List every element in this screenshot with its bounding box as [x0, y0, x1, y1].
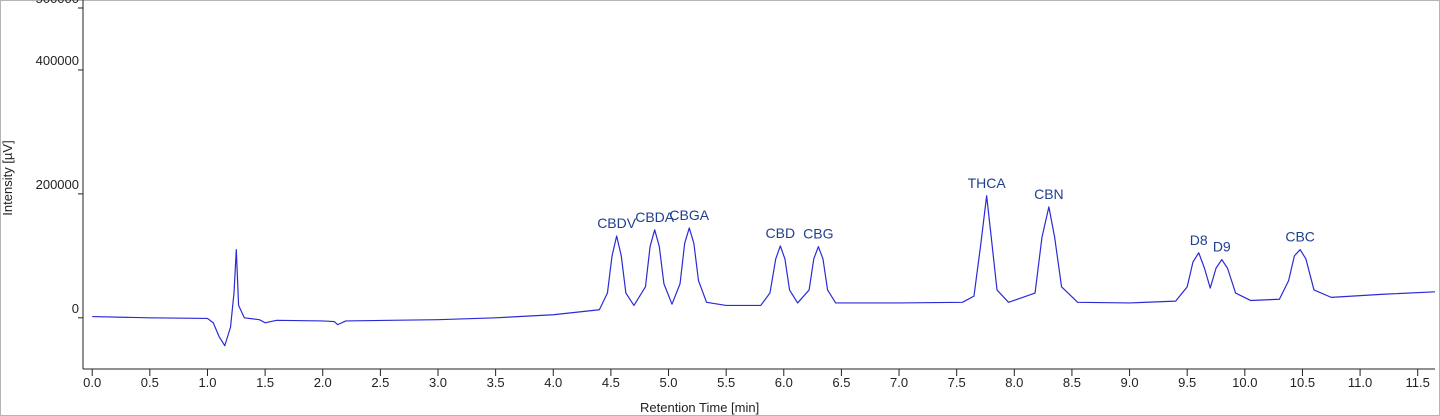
peak-label: CBG: [803, 226, 833, 242]
x-tick-label: 5.5: [717, 375, 735, 390]
x-tick-label: 11.0: [1348, 375, 1372, 390]
peak-label: D8: [1190, 232, 1208, 248]
x-tick-label: 9.5: [1178, 375, 1196, 390]
y-tick-label: 400000: [36, 53, 79, 68]
x-tick-label: 8.0: [1005, 375, 1023, 390]
y-tick-label: 200000: [36, 177, 79, 192]
x-tick-label: 0.5: [141, 375, 159, 390]
peak-label: CBDV: [597, 215, 637, 231]
x-tick-label: 0.0: [83, 375, 101, 390]
x-tick-label: 1.5: [256, 375, 274, 390]
peak-label: CBD: [766, 225, 796, 241]
x-tick-label: 8.5: [1063, 375, 1081, 390]
x-tick-label: 2.5: [371, 375, 389, 390]
x-tick-label: 9.0: [1121, 375, 1139, 390]
peak-label: CBN: [1034, 186, 1064, 202]
x-tick-label: 5.0: [659, 375, 677, 390]
trace: [92, 195, 1436, 347]
x-tick-label: 6.0: [775, 375, 793, 390]
x-tick-label: 6.5: [832, 375, 850, 390]
y-tick-label: 500000: [36, 0, 79, 6]
x-tick-label: 2.0: [314, 375, 332, 390]
x-tick-label: 10.5: [1290, 375, 1315, 390]
y-tick-label: 0: [72, 301, 79, 316]
x-axis-label: Retention Time [min]: [640, 400, 759, 415]
x-tick-label: 1.0: [198, 375, 216, 390]
x-tick-label: 11.5: [1406, 375, 1430, 390]
x-tick-label: 7.0: [890, 375, 908, 390]
x-tick-label: 4.5: [602, 375, 620, 390]
peak-label: CBC: [1285, 229, 1315, 245]
peak-label: D9: [1213, 239, 1231, 255]
x-tick-label: 4.0: [544, 375, 562, 390]
peak-label: CBDA: [635, 209, 675, 225]
x-tick-label: 3.5: [487, 375, 505, 390]
peak-label: CBGA: [669, 207, 709, 223]
peak-label: THCA: [968, 175, 1007, 191]
x-tick-label: 3.0: [429, 375, 447, 390]
x-tick-label: 7.5: [948, 375, 966, 390]
y-axis-label: Intensity [µV]: [0, 140, 15, 215]
x-tick-label: 10.0: [1232, 375, 1257, 390]
